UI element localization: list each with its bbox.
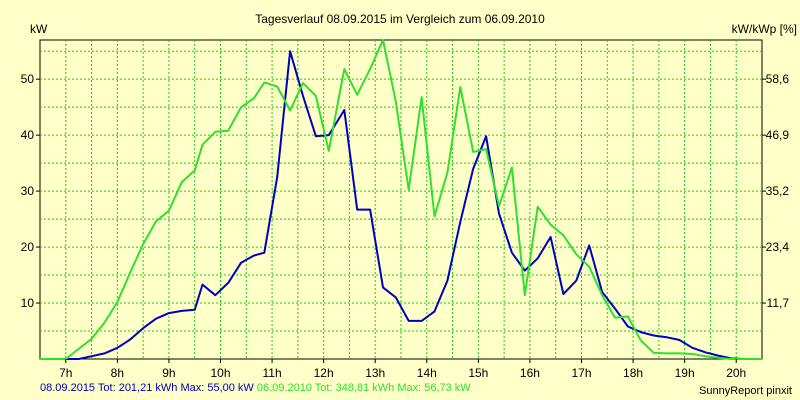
x-tick-label: 20h <box>726 366 746 380</box>
x-tick-label: 17h <box>571 366 591 380</box>
y-axis-label-right: kW/kWp [%] <box>732 22 797 36</box>
y-tick-label-left: 20 <box>21 240 35 254</box>
brand-label: SunnyReport pinxit <box>699 385 792 397</box>
y-tick-label-left: 50 <box>21 72 35 86</box>
series1-summary: 08.09.2015 Tot: 201,21 kWh Max: 55,00 kW <box>40 382 254 394</box>
x-tick-label: 13h <box>365 366 385 380</box>
y-axis-label-left: kW <box>30 22 48 36</box>
x-tick-label: 14h <box>417 366 437 380</box>
x-tick-label: 15h <box>468 366 488 380</box>
x-tick-label: 19h <box>675 366 695 380</box>
footer-summary: 08.09.2015 Tot: 201,21 kWh Max: 55,00 kW… <box>40 382 471 394</box>
series-lines <box>40 39 762 360</box>
series-line-1 <box>40 50 762 360</box>
y-tick-label-left: 30 <box>21 184 35 198</box>
x-tick-label: 12h <box>314 366 334 380</box>
y-tick-label-left: 10 <box>21 296 35 310</box>
y-tick-label-left: 40 <box>21 128 35 142</box>
plot-area <box>39 39 763 360</box>
y-tick-label-right: 58,6 <box>766 72 790 86</box>
series-line-2 <box>40 39 762 360</box>
y-tick-label-right: 35,2 <box>766 184 790 198</box>
x-tick-label: 16h <box>520 366 540 380</box>
grid <box>40 40 762 359</box>
chart-title: Tagesverlauf 08.09.2015 im Vergleich zum… <box>255 12 545 26</box>
series2-summary: 06.09.2010 Tot: 348,81 kWh Max: 56,73 kW <box>256 382 471 394</box>
x-tick-label: 9h <box>162 366 175 380</box>
x-tick-label: 7h <box>59 366 72 380</box>
x-ticks: 7h 8h 9h 10h 11h 12h 13h 14h 15h 16h 17h 18h 19h 20h <box>59 359 746 380</box>
y-tick-label-right: 23,4 <box>766 240 790 254</box>
x-tick-label: 8h <box>111 366 124 380</box>
x-tick-label: 18h <box>623 366 643 380</box>
y-tick-label-right: 11,7 <box>767 296 790 310</box>
y-tick-label-right: 46,9 <box>766 128 790 142</box>
x-tick-label: 11h <box>263 366 282 380</box>
y-ticks-left: 10 20 30 40 50 <box>21 72 40 310</box>
y-ticks-right: 11,7 23,4 35,2 46,9 58,6 <box>762 72 789 310</box>
x-tick-label: 10h <box>210 366 230 380</box>
